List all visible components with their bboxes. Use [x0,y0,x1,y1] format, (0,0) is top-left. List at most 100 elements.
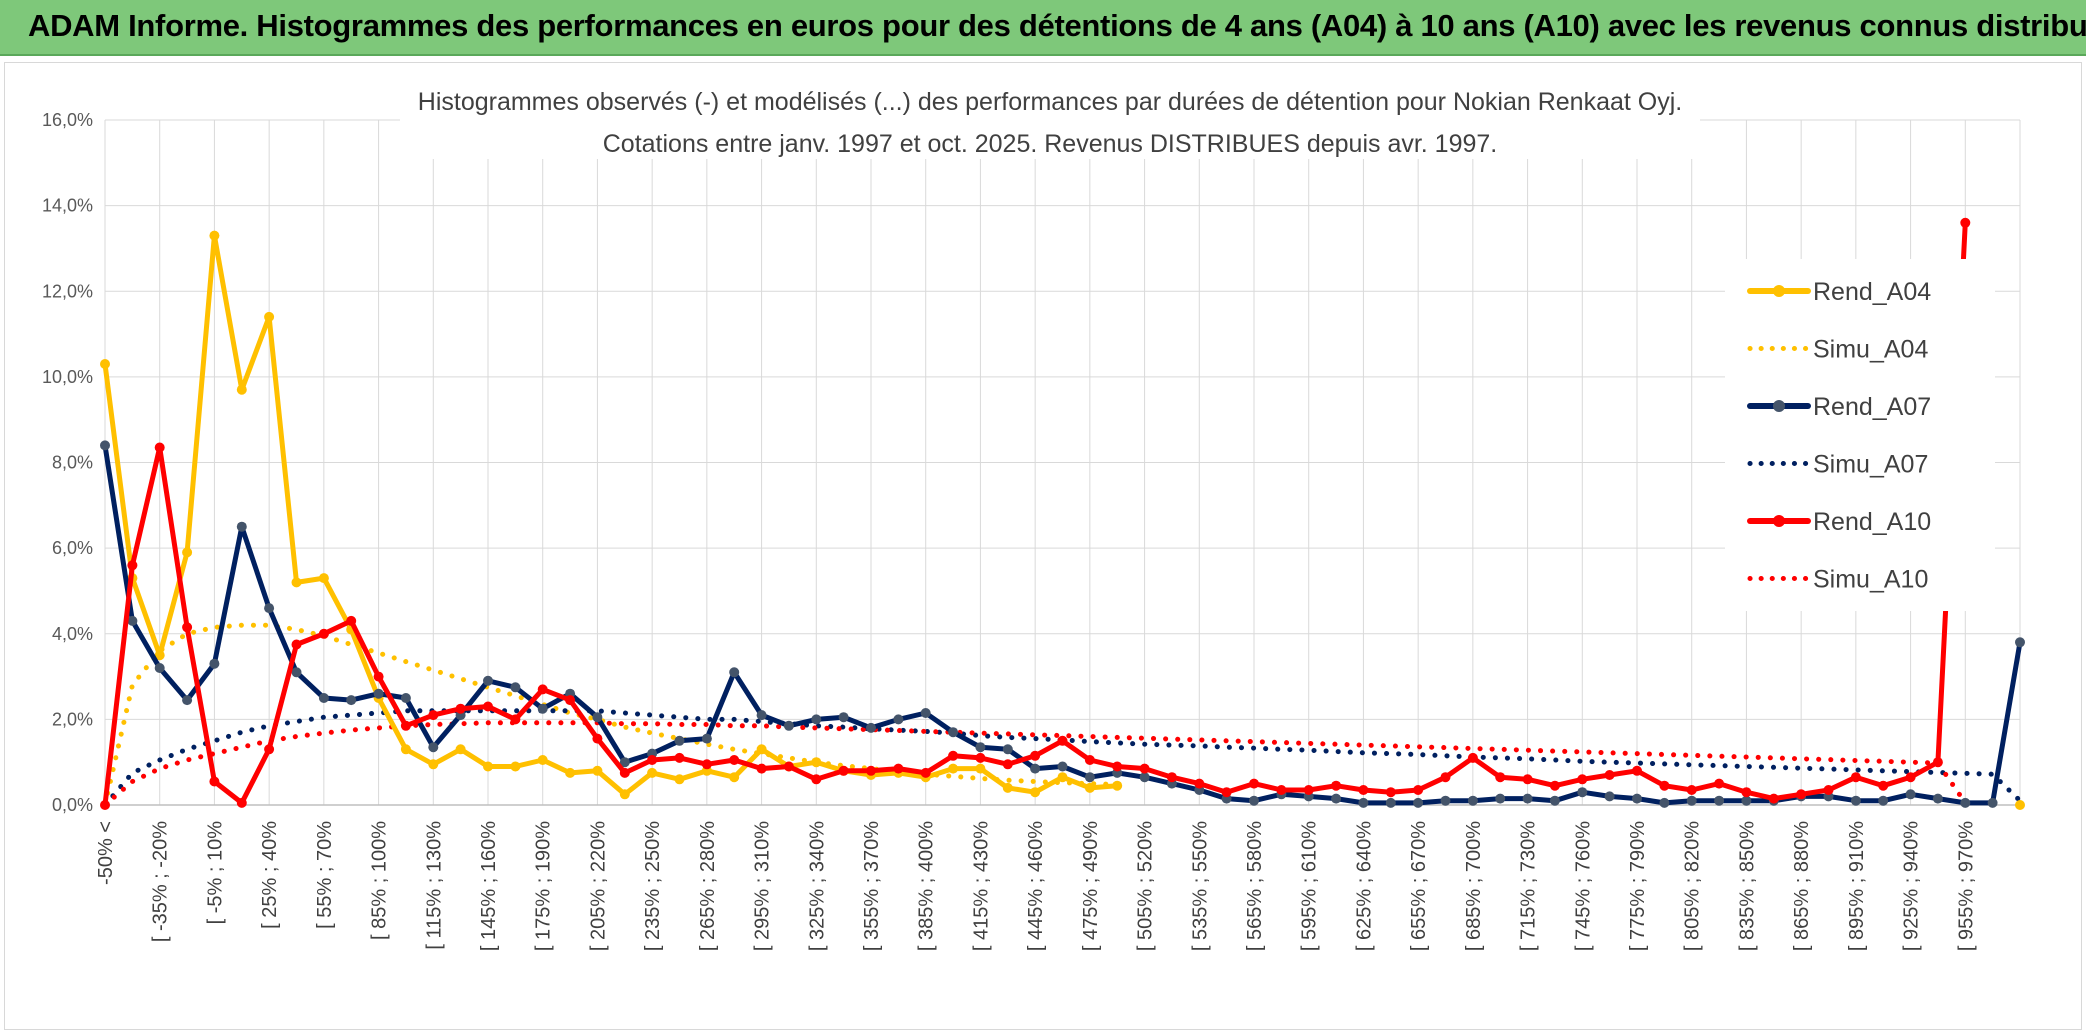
rend-a07-point [318,693,329,703]
rend-a07-point [1905,789,1916,800]
rend-a07-point [127,615,138,626]
rend-a07-series [100,440,2025,808]
rend-a10-point [1084,755,1095,765]
rend-a10-point [209,776,220,787]
rend-a07-point [1960,797,1971,808]
rend-a07-point [674,735,685,746]
x-tick-label: [ 475% ; 490% [1080,821,1102,951]
y-tick-label: 12,0% [42,281,93,301]
series-layer [100,217,2025,810]
rend-a04-point [1084,782,1095,793]
rend-a04-point [674,774,685,785]
rend-a04-point [647,767,658,778]
rend-a10-point [1932,757,1943,768]
rend-a10-point [1905,772,1916,783]
chart-title: Histogrammes observés (-) et modélisés (… [418,88,1682,116]
rend-a04-point [264,311,275,322]
rend-a07-point [1495,793,1506,804]
rend-a07-point [1714,795,1725,806]
rend-a10-point [1714,778,1725,789]
rend-a07-point [1932,793,1943,804]
chart-frame: Histogrammes observés (-) et modélisés (… [4,62,2082,1030]
report-banner: ADAM Informe. Histogrammes des performan… [0,0,2086,56]
rend-a07-point [811,714,822,725]
rend-a07-point [1030,763,1041,774]
x-tick-label: [ 115% ; 130% [423,821,445,950]
rend-a07-point [1549,795,1560,806]
rend-a04-point [1057,772,1068,783]
y-axis: 0,0% 2,0% 4,0% 6,0% 8,0% 10,0% 12,0% 14,0% 16,0% [42,110,93,815]
rend-a04-point [510,761,521,772]
rend-a10-point [510,714,521,725]
rend-a10-point [1139,763,1150,774]
rend-a10-point [483,701,493,712]
rend-a04-point [948,763,959,774]
x-tick-label: [ 385% ; 400% [916,821,938,951]
rend-a10-point [1413,785,1424,795]
rend-a07-point [1659,797,1670,808]
rend-a10-point [1221,787,1232,798]
rend-a04-point [483,761,493,772]
x-tick-label: [ 175% ; 190% [533,821,555,951]
rend-a04-point [1002,782,1013,793]
rend-a04-point [455,744,466,755]
rend-a10-point [920,767,931,778]
rend-a10-point [975,752,986,763]
rend-a10-point [674,752,685,763]
rend-a04-line [102,233,1120,797]
x-tick-label: [ 235% ; 250% [642,821,664,951]
rend-a10-point [1768,793,1779,804]
x-tick-label: [ 865% ; 880% [1791,821,1813,951]
rend-a07-point [346,695,357,706]
rend-a07-point [1084,772,1095,783]
legend-label: Rend_A10 [1813,508,1931,536]
legend-label: Simu_A10 [1813,566,1928,594]
rend-a07-point [866,722,876,733]
chart-subtitle: Cotations entre janv. 1997 et oct. 2025.… [603,130,1498,158]
rend-a10-point [565,695,576,706]
y-tick-label: 10,0% [42,367,93,387]
x-tick-label: [ 955% ; 970% [1955,821,1977,951]
rend-a10-point [1577,774,1588,785]
rend-a10-point [1002,759,1013,770]
rend-a04-point [154,650,165,661]
rend-a07-point [483,675,493,686]
rend-a07-point [1686,795,1697,806]
rend-a10-point [729,755,740,765]
rend-a07-point [783,720,794,731]
rend-a07-point [1358,797,1369,808]
x-tick-label: [ 415% ; 430% [970,821,992,951]
rend-a07-point [592,712,603,723]
x-tick-label: [ 295% ; 310% [752,821,774,951]
rend-a10-point [1741,787,1752,798]
rend-a07-point [1741,795,1752,806]
rend-a07-point [400,693,411,703]
legend-label: Rend_A07 [1813,393,1931,421]
rend-a10-point [1850,772,1861,783]
legend-item-rend-a04: Rend_A04 [1747,278,1931,306]
rend-a10-point [1686,785,1697,795]
rend-a04-point [537,755,548,765]
x-tick-label: [ 445% ; 460% [1025,821,1047,951]
rend-a10-point [1467,752,1478,763]
y-tick-label: 0,0% [52,795,93,815]
rend-a10-point [1276,785,1287,795]
rend-a10-point [1331,780,1342,791]
rend-a10-point [1166,772,1177,783]
legend-item-simu-a04: Simu_A04 [1747,336,1928,364]
simu-a10-series [102,720,1968,808]
rend-a07-point [510,682,521,693]
rend-a10-point [1823,785,1834,795]
rend-a04-point [236,384,247,395]
rend-a07-point [948,727,959,738]
rend-a07-point [1987,797,1998,808]
x-tick-label: [ 745% ; 760% [1572,821,1594,951]
rend-a07-point [893,714,904,725]
rend-a10-point [1878,780,1889,791]
rend-a04-point [1030,787,1041,798]
rend-a10-point [893,763,904,774]
y-tick-label: 2,0% [52,709,93,729]
legend-label: Rend_A04 [1813,278,1931,306]
rend-a07-point [2015,637,2025,648]
rend-a10-point [1057,735,1068,746]
